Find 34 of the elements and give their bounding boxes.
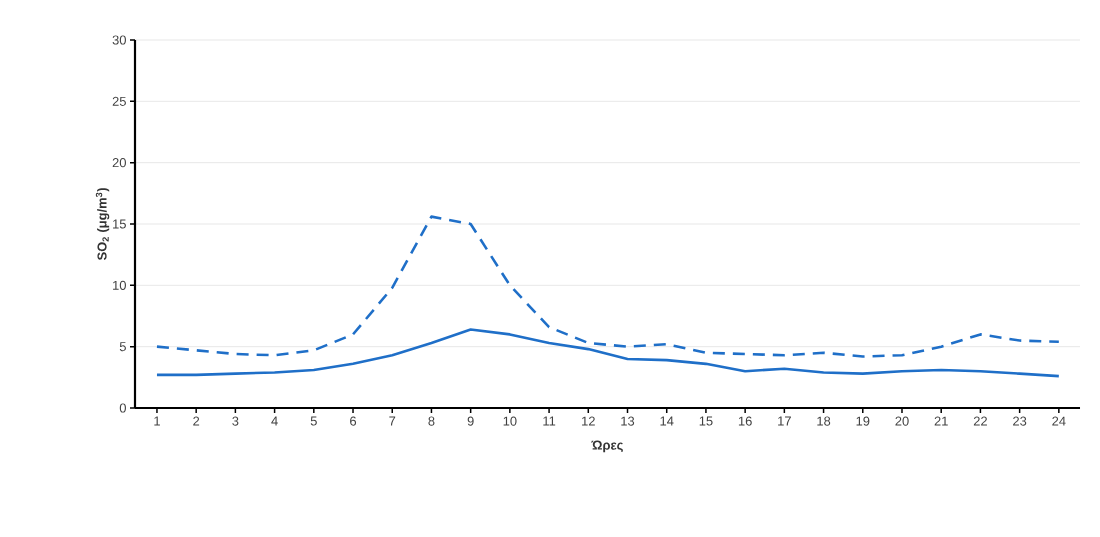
x-tick-label: 1 xyxy=(154,416,160,426)
x-tick-label: 23 xyxy=(1013,416,1027,426)
y-tick-label: 5 xyxy=(119,342,126,352)
x-tick-label: 21 xyxy=(934,416,948,426)
x-tick-label: 22 xyxy=(973,416,987,426)
x-tick-label: 3 xyxy=(232,416,239,426)
x-tick-label: 17 xyxy=(778,416,791,426)
x-tick-label: 8 xyxy=(428,416,435,426)
x-tick-label: 14 xyxy=(660,416,674,426)
x-tick-label: 7 xyxy=(389,416,396,426)
x-tick-label: 12 xyxy=(582,416,595,426)
y-tick-label: 25 xyxy=(112,96,126,106)
x-tick-label: 4 xyxy=(271,416,278,426)
line-series xyxy=(155,328,1061,378)
x-tick-label: 20 xyxy=(895,416,909,426)
x-tick-label: 11 xyxy=(543,416,556,426)
x-tick-label: 6 xyxy=(350,416,357,426)
x-tick-label: 13 xyxy=(621,416,635,426)
y-tick-label: 0 xyxy=(119,403,126,413)
x-tick-label: 16 xyxy=(738,416,752,426)
y-axis-title: SO$_{2}$ (μg/m$^{3}$) xyxy=(95,188,110,261)
x-tick-label: 9 xyxy=(467,416,474,426)
y-tick-label: 10 xyxy=(113,280,126,290)
x-tick-label: 18 xyxy=(817,416,831,426)
x-tick-label: 24 xyxy=(1052,416,1066,426)
y-tick-label: 15 xyxy=(113,219,126,229)
y-tick-label: 30 xyxy=(112,35,126,45)
x-tick-label: 5 xyxy=(310,416,317,426)
x-tick-label: 2 xyxy=(193,416,200,426)
x-tick-label: 10 xyxy=(503,416,517,426)
x-tick-label: 19 xyxy=(856,416,870,426)
x-tick-label: 15 xyxy=(699,416,713,426)
y-tick-label: 20 xyxy=(112,158,126,168)
x-axis-title: Ώρες xyxy=(591,440,623,453)
